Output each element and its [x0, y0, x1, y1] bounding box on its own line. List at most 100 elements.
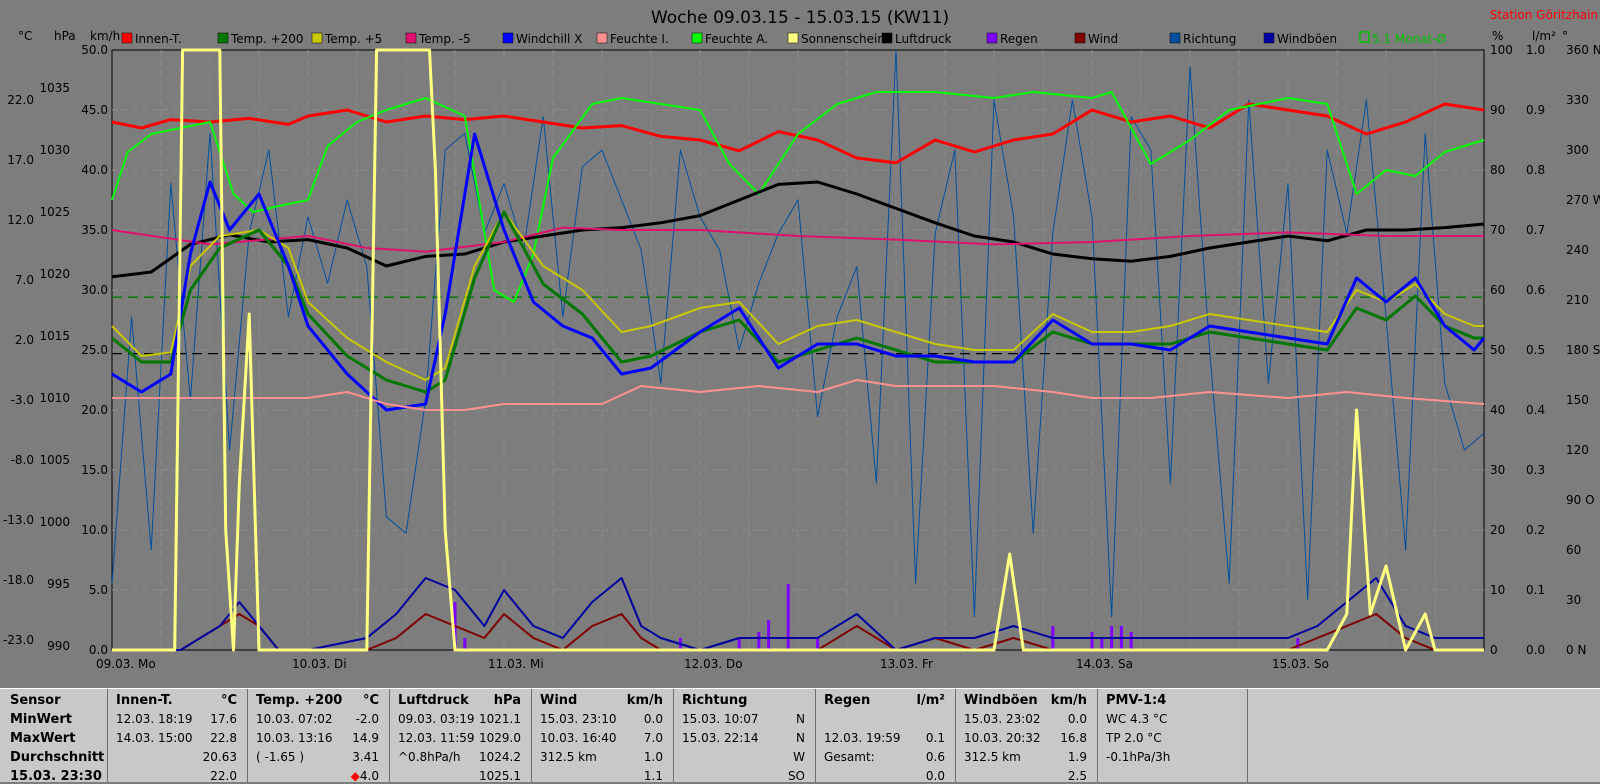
tick-degree: 330	[1566, 93, 1589, 107]
max-time: 12.03. 11:59	[398, 731, 475, 745]
tick-degree: 120	[1566, 443, 1589, 457]
min-time: 15.03. 10:07	[682, 712, 759, 726]
tick-kmh: 15.0	[81, 463, 108, 477]
min-time: 15.03. 23:10	[540, 712, 617, 726]
average-label: -0.1hPa/3h	[1106, 750, 1171, 764]
legend-label: Feuchte I.	[610, 32, 669, 46]
column-unit: °C	[362, 693, 379, 708]
legend-label: Windchill X	[516, 32, 582, 46]
tick-rain: 0.0	[1526, 643, 1545, 657]
weather-chart: Woche 09.03.15 - 15.03.15 (KW11) Station …	[3, 8, 1600, 671]
tick-kmh: 5.0	[89, 583, 108, 597]
tick-percent: 20	[1490, 523, 1505, 537]
tick-percent: 30	[1490, 463, 1505, 477]
tick-day: 14.03. Sa	[1076, 657, 1133, 671]
table-column: Temp. +200 °C 10.03. 07:02 -2.0 10.03. 13:16…	[248, 689, 390, 783]
rain-bar	[737, 638, 741, 650]
tick-kmh: 0.0	[89, 643, 108, 657]
legend-swatch	[1263, 32, 1275, 44]
tick-hpa: 1010	[39, 391, 70, 405]
table-column: Wind km/h 15.03. 23:10 0.0 10.03. 16:40 7.0 31…	[532, 689, 674, 783]
column-header: Wind	[540, 693, 578, 708]
trend-arrow-icon: ◆	[350, 769, 360, 783]
tick-celsius: -23.0	[3, 633, 34, 647]
axis-header-right: °	[1562, 29, 1568, 43]
column-header: Richtung	[682, 693, 748, 708]
tick-degree: 180 S	[1566, 343, 1600, 357]
column-unit: km/h	[1050, 693, 1087, 708]
tick-hpa: 1000	[39, 515, 70, 529]
tick-rain: 0.6	[1526, 283, 1545, 297]
table-column: Windböen km/h 15.03. 23:02 0.0 10.03. 20:32 1…	[956, 689, 1098, 783]
tick-hpa: 1035	[39, 81, 70, 95]
tick-kmh: 25.0	[81, 343, 108, 357]
tick-degree: 150	[1566, 393, 1589, 407]
average-value: 1.0	[643, 750, 663, 764]
rain-bar	[463, 638, 467, 650]
legend-swatch	[596, 32, 608, 44]
tick-celsius: 2.0	[15, 333, 34, 347]
legend-label: Richtung	[1183, 32, 1236, 46]
table-row-labels: Sensor MinWert MaxWert Durchschnitt 15.0…	[0, 689, 108, 784]
min-value: 17.6	[210, 712, 237, 726]
tick-rain: 0.4	[1526, 403, 1545, 417]
column-header: Regen	[824, 693, 871, 708]
table-column: Richtung 15.03. 10:07 N 15.03. 22:14 N W SO	[674, 689, 816, 783]
tick-day: 13.03. Fr	[880, 657, 933, 671]
series-line-feuchte-i-	[112, 379, 1485, 411]
series-line-temp-5	[111, 226, 1484, 253]
tick-degree: 210	[1566, 293, 1589, 307]
series-line-innen-t-	[111, 102, 1485, 165]
tick-kmh: 10.0	[81, 523, 108, 537]
tick-degree: 30	[1566, 593, 1581, 607]
legend-label: Wind	[1088, 32, 1118, 46]
tick-percent: 90	[1490, 103, 1505, 117]
tick-hpa: 1030	[39, 143, 70, 157]
min-value: N	[796, 712, 805, 726]
min-value: 0.0	[643, 712, 663, 726]
series-line-temp-5	[111, 211, 1484, 381]
tick-celsius: -13.0	[3, 513, 34, 527]
legend-swatch	[1074, 32, 1086, 44]
average-value: 1024.2	[479, 750, 521, 764]
tick-rain: 0.8	[1526, 163, 1545, 177]
tick-day: 15.03. So	[1272, 657, 1329, 671]
tick-degree: 90 O	[1566, 493, 1595, 507]
series-line-sonnenschein	[112, 48, 1484, 652]
max-value: 0.1	[925, 731, 945, 745]
legend-swatch	[881, 32, 893, 44]
average-value: W	[793, 750, 805, 764]
current-value: 1025.1	[479, 769, 521, 783]
average-label: 312.5 km	[964, 750, 1021, 764]
max-time: 15.03. 22:14	[682, 731, 759, 745]
legend-swatch	[311, 32, 323, 44]
tick-percent: 60	[1490, 283, 1505, 297]
column-header: Luftdruck	[398, 693, 469, 708]
tick-percent: 80	[1490, 163, 1505, 177]
tick-hpa: 1020	[39, 267, 70, 281]
axis-header-left: °C	[18, 29, 32, 43]
weather-chart-svg: Woche 09.03.15 - 15.03.15 (KW11) Station …	[3, 8, 1600, 671]
series-line-temp-200	[111, 210, 1484, 394]
current-value: 1.1	[643, 769, 663, 783]
tick-celsius: 12.0	[7, 213, 34, 227]
tick-celsius: -8.0	[11, 453, 34, 467]
tick-rain: 0.9	[1526, 103, 1545, 117]
row-label-current: 15.03. 23:30	[10, 769, 102, 784]
current-value: SO	[787, 769, 805, 783]
tick-kmh: 45.0	[81, 103, 108, 117]
max-value: 16.8	[1060, 731, 1087, 745]
row-label-average: Durchschnitt	[10, 750, 105, 765]
tick-day: 10.03. Di	[292, 657, 347, 671]
tick-kmh: 40.0	[81, 163, 108, 177]
max-time: 10.03. 13:16	[256, 731, 333, 745]
max-value: 22.8	[210, 731, 237, 745]
tick-hpa: 1015	[39, 329, 70, 343]
rain-bar	[816, 638, 820, 650]
column-header: PMV-1:4	[1106, 693, 1167, 708]
legend-swatch	[1169, 32, 1181, 44]
tick-hpa: 990	[47, 639, 70, 653]
series-line-feuchte-a-	[111, 91, 1485, 303]
min-time: WC 4.3 °C	[1106, 712, 1168, 726]
current-value: 2.5	[1067, 769, 1087, 783]
